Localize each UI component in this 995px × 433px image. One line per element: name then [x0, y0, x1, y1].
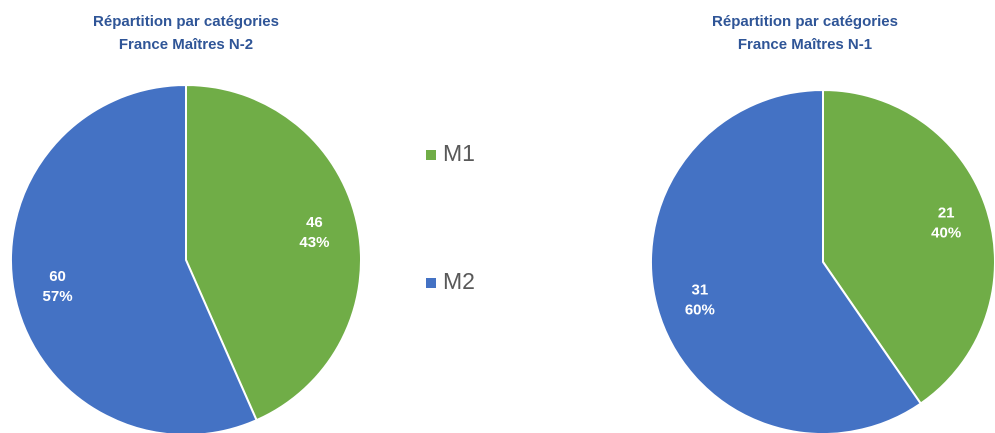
- legend-swatch: [426, 278, 436, 288]
- percent-label: 57%: [43, 288, 73, 305]
- data-label: 46: [306, 214, 323, 231]
- legend-swatch: [426, 150, 436, 160]
- chart-subtitle: France Maîtres N-1: [738, 36, 872, 53]
- percent-label: 40%: [931, 225, 961, 242]
- percent-label: 43%: [299, 234, 329, 251]
- chart-title: Répartition par catégories: [93, 13, 279, 30]
- pie-slice: [10, 83, 258, 433]
- chart-subtitle: France Maîtres N-2: [119, 36, 253, 53]
- pie-slice: [650, 88, 923, 433]
- data-label: 21: [938, 205, 955, 222]
- pie-slice: [822, 88, 995, 405]
- legend-label: M1: [443, 140, 475, 166]
- chart-title: Répartition par catégories: [712, 13, 898, 30]
- percent-label: 60%: [685, 301, 715, 318]
- legend-label: M2: [443, 268, 475, 294]
- data-label: 60: [49, 268, 66, 285]
- data-label: 31: [691, 281, 708, 298]
- pie-slice: [185, 83, 362, 422]
